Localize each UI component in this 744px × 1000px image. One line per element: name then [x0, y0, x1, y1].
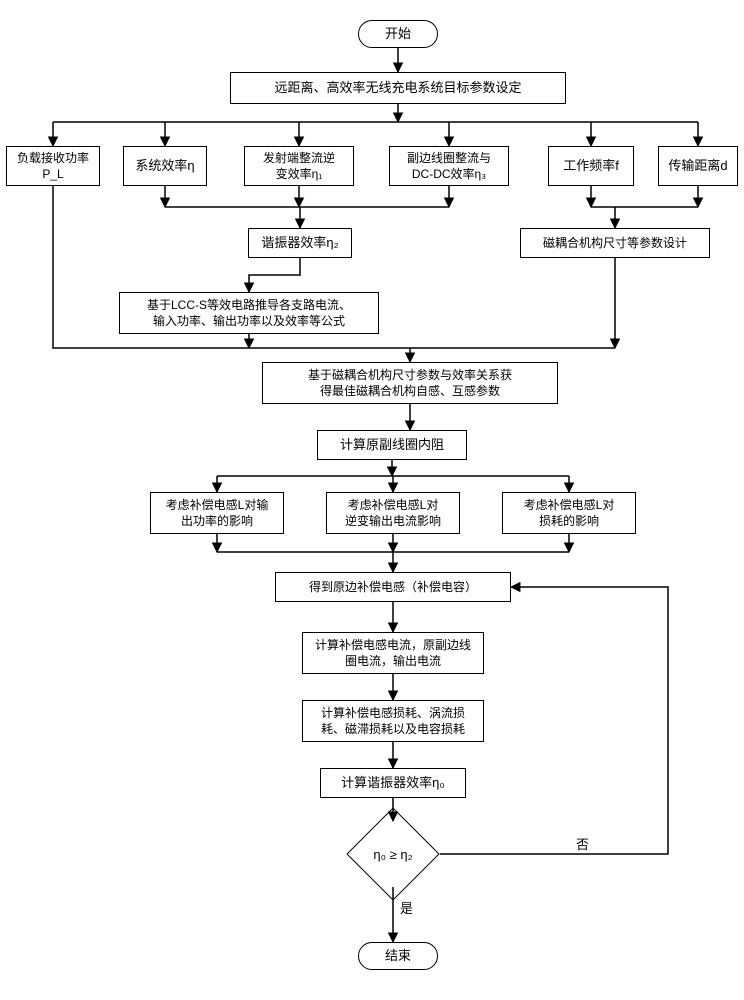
dist-node: 传输距离d	[658, 146, 738, 186]
calc-i-node: 计算补偿电感电流，原副边线 圈电流，输出电流	[302, 632, 484, 674]
decision-node: η₀ ≥ η₂	[346, 807, 439, 900]
calc-loss-node: 计算补偿电感损耗、涡流损 耗、磁滞损耗以及电容损耗	[302, 700, 484, 742]
yes-label: 是	[400, 898, 413, 917]
eff-res-node: 谐振器效率η₂	[248, 228, 352, 258]
targets-node: 远距离、高效率无线充电系统目标参数设定	[230, 72, 566, 104]
end-node: 结束	[358, 942, 438, 970]
coil-r-node: 计算原副线圈内阻	[317, 430, 467, 460]
freq-node: 工作频率f	[548, 146, 634, 186]
lccs-node: 基于LCC-S等效电路推导各支路电流、 输入功率、输出功率以及效率等公式	[119, 292, 379, 334]
pl-node: 负载接收功率 P_L	[6, 146, 100, 186]
get-lc-node: 得到原边补偿电感（补偿电容）	[275, 572, 511, 602]
cons-l-node: 考虑补偿电感L对 损耗的影响	[502, 492, 636, 534]
calc-eff0-node: 计算谐振器效率η₀	[320, 768, 466, 798]
best-m-node: 基于磁耦合机构尺寸参数与效率关系获 得最佳磁耦合机构自感、互感参数	[262, 362, 558, 404]
no-label: 否	[576, 834, 589, 853]
eff-dc-node: 副边线圈整流与 DC-DC效率η₃	[389, 146, 509, 186]
cons-i-node: 考虑补偿电感L对 逆变输出电流影响	[326, 492, 460, 534]
eff-sys-node: 系统效率η	[123, 146, 207, 186]
eff-inv-node: 发射端整流逆 变效率η₁	[244, 146, 354, 186]
start-node: 开始	[358, 20, 438, 48]
cons-p-node: 考虑补偿电感L对输 出功率的影响	[150, 492, 284, 534]
mag-dim-node: 磁耦合机构尺寸等参数设计	[520, 228, 710, 258]
